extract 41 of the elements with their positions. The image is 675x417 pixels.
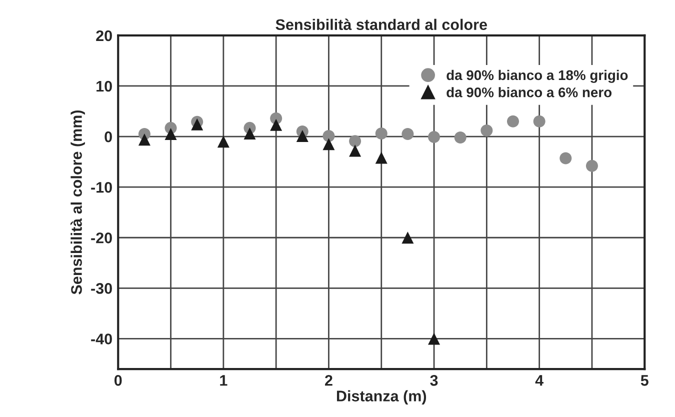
x-tick-label: 3 [430,375,438,386]
y-tick-label: -40 [91,334,112,344]
point [533,115,546,128]
point [244,127,256,140]
point [217,136,230,148]
point [375,152,388,164]
legend-label: da 90% bianco a 18% grigio [446,70,628,83]
x-axis-title: Distanza (m) [336,390,426,404]
point [428,332,440,345]
point [560,152,572,164]
x-tick-label: 0 [114,375,122,386]
y-tick-label: -30 [91,283,112,294]
point [322,130,335,142]
point [454,132,466,144]
chart-title: Sensibilità standard al colore [276,18,487,30]
point [480,124,493,136]
y-tick-label: 20 [96,30,112,42]
y-axis-title: Sensibilità al colore (mm) [70,110,85,294]
y-tick-label: -20 [91,232,112,244]
legend-label: da 90% bianco a 6% nero [446,87,612,98]
x-tick-label: 4 [535,375,544,386]
x-tick-label: 2 [325,375,332,386]
point [270,118,282,131]
point [586,160,598,172]
point [322,138,335,150]
point [402,232,414,244]
point [506,115,520,128]
point [375,127,388,140]
point [138,134,150,146]
point [191,118,204,130]
x-tick-label: 1 [220,375,228,386]
point [349,144,362,157]
point [164,128,177,140]
x-tick-label: 5 [640,375,648,386]
point [428,131,440,144]
point [349,135,362,148]
y-tick-label: 0 [104,131,112,142]
y-tick-label: 10 [96,80,112,92]
point [296,130,308,142]
point [402,128,414,140]
y-tick-label: -10 [91,182,112,193]
